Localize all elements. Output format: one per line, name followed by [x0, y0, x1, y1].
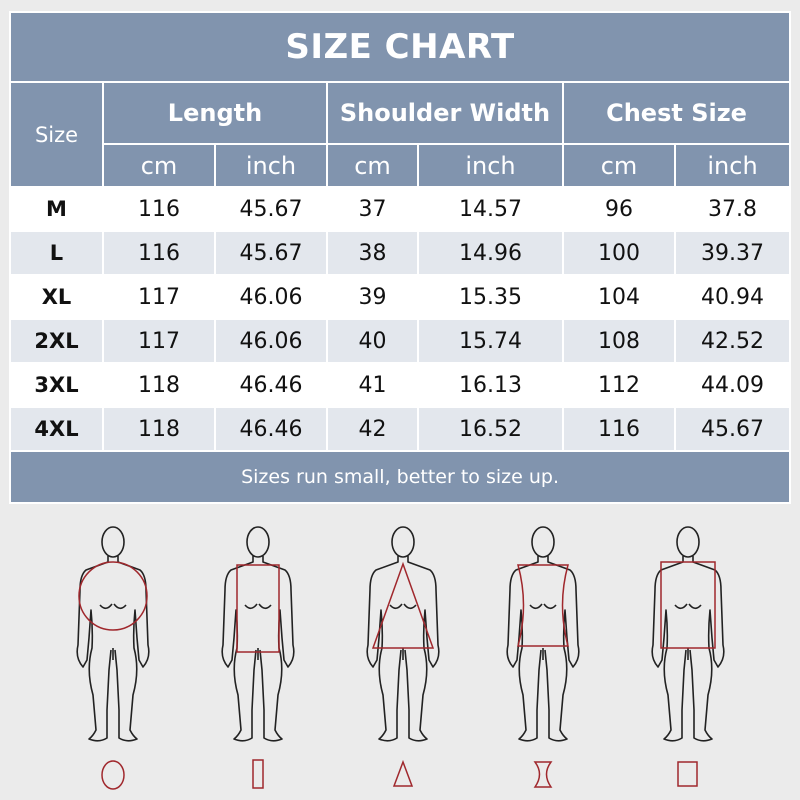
- unit-header: inch: [216, 145, 326, 186]
- chest-inch-cell: 45.67: [676, 408, 790, 450]
- figure-triangle: [366, 526, 440, 742]
- figure-square: [651, 526, 725, 742]
- shoulder-cm-cell: 42: [328, 408, 417, 450]
- size-cell: M: [46, 197, 67, 221]
- shoulder-inch-cell: 14.57: [459, 196, 522, 222]
- length-cm-cell: 117: [104, 320, 214, 362]
- length-inch-cell: 46.06: [216, 320, 326, 362]
- size-rows: M 116 45.67 37 14.57 96 37.8 L 116 45.67 38 14.96 10…: [11, 188, 790, 450]
- length-header: Length: [104, 83, 326, 143]
- shoulder-cm-cell: 37: [358, 196, 387, 222]
- table-row: M 116 45.67 37 14.57 96 37.8: [11, 188, 789, 230]
- unit-header: inch: [419, 145, 562, 186]
- table-row: 2XL 117 46.06 40 15.74 108 42.52: [11, 320, 790, 362]
- table-row: XL 117 46.06 39 15.35 104 40.94: [11, 276, 789, 318]
- length-cm-cell: 116: [138, 196, 180, 222]
- shoulder-inch-cell: 15.74: [419, 320, 562, 362]
- length-cm-cell: 116: [104, 232, 214, 274]
- size-cell: 4XL: [11, 408, 102, 450]
- table-row: 4XL 118 46.46 42 16.52 116 45.67: [11, 408, 790, 450]
- shoulder-inch-cell: 15.35: [459, 284, 522, 310]
- square-shape-icon: [677, 761, 698, 787]
- unit-header: cm: [104, 145, 214, 186]
- length-inch-cell: 46.46: [216, 408, 326, 450]
- chest-inch-cell: 40.94: [701, 284, 765, 310]
- chest-cm-cell: 96: [605, 196, 633, 222]
- size-chart: SIZE CHART Size Length Shoulder Width Ch…: [9, 11, 791, 504]
- rectangle-shape-icon: [252, 759, 264, 789]
- chest-inch-cell: 44.09: [701, 372, 765, 398]
- shoulder-width-header: Shoulder Width: [328, 83, 562, 143]
- chest-cm-cell: 104: [598, 284, 640, 310]
- chest-cm-cell: 100: [564, 232, 674, 274]
- length-inch-cell: 45.67: [239, 196, 303, 222]
- hourglass-shape-icon: [533, 761, 553, 788]
- chart-title: SIZE CHART: [11, 13, 790, 81]
- unit-header: cm: [564, 145, 674, 186]
- length-inch-cell: 46.06: [239, 284, 303, 310]
- figure-rectangle: [221, 526, 295, 742]
- table-row: 3XL 118 46.46 41 16.13 112 44.09: [11, 364, 789, 406]
- length-inch-cell: 45.67: [216, 232, 326, 274]
- length-inch-cell: 46.46: [239, 372, 303, 398]
- shoulder-cm-cell: 38: [328, 232, 417, 274]
- shoulder-cm-cell: 40: [328, 320, 417, 362]
- length-cm-cell: 118: [104, 408, 214, 450]
- triangle-shape-icon: [392, 759, 414, 787]
- chest-cm-cell: 108: [564, 320, 674, 362]
- chest-inch-cell: 42.52: [676, 320, 790, 362]
- chest-cm-cell: 112: [598, 372, 640, 398]
- size-table: SIZE CHART Size Length Shoulder Width Ch…: [9, 11, 791, 504]
- length-cm-cell: 117: [138, 284, 180, 310]
- oval-shape-icon: [101, 760, 125, 790]
- shoulder-inch-cell: 16.13: [459, 372, 522, 398]
- size-cell: 2XL: [11, 320, 102, 362]
- figure-oval: [76, 526, 150, 742]
- shoulder-cm-cell: 41: [358, 372, 387, 398]
- size-cell: XL: [41, 285, 72, 309]
- shoulder-inch-cell: 16.52: [419, 408, 562, 450]
- shoulder-inch-cell: 14.96: [419, 232, 562, 274]
- figure-hourglass: [506, 526, 580, 742]
- chest-inch-cell: 37.8: [708, 196, 758, 222]
- footer-note: Sizes run small, better to size up.: [11, 452, 790, 502]
- chest-cm-cell: 116: [564, 408, 674, 450]
- table-row: L 116 45.67 38 14.96 100 39.37: [11, 232, 790, 274]
- unit-header: cm: [328, 145, 417, 186]
- length-cm-cell: 118: [138, 372, 180, 398]
- size-cell: L: [11, 232, 102, 274]
- size-cell: 3XL: [34, 373, 79, 397]
- chest-size-header: Chest Size: [564, 83, 790, 143]
- chest-inch-cell: 39.37: [676, 232, 790, 274]
- body-shape-figures: [76, 526, 725, 790]
- shoulder-cm-cell: 39: [358, 284, 387, 310]
- unit-header: inch: [676, 145, 790, 186]
- size-header: Size: [11, 83, 102, 186]
